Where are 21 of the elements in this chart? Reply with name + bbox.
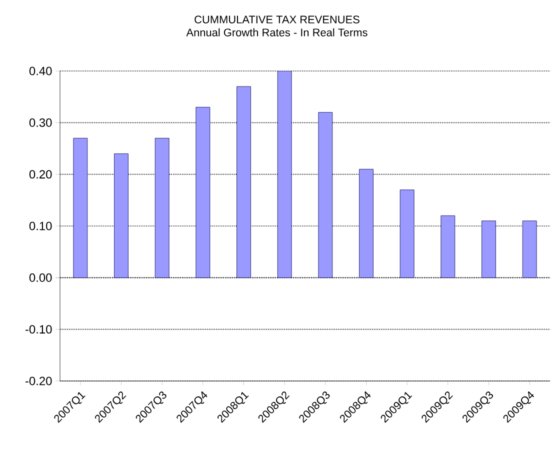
bar: [482, 220, 496, 278]
bar: [154, 138, 170, 278]
bar: [114, 153, 128, 278]
bar: [400, 190, 414, 278]
bar: [196, 106, 210, 278]
y-tick-label: 0.30: [29, 118, 52, 127]
bar: [318, 112, 333, 278]
bar: [236, 86, 251, 278]
y-tick-label: -0.20: [26, 376, 52, 386]
chart-title: CUMMULATIVE TAX REVENUES: [194, 16, 360, 24]
y-tick-label: 0.20: [29, 170, 52, 179]
y-tick-label: 0.00: [29, 273, 52, 282]
bar: [277, 70, 292, 278]
chart-subtitle: Annual Growth Rates - In Real Terms: [186, 28, 368, 36]
bar: [440, 215, 456, 278]
bar: [73, 138, 88, 278]
y-tick-label: -0.10: [26, 325, 52, 334]
bar: [522, 220, 537, 278]
y-tick-label: 0.40: [29, 66, 52, 76]
y-tick-label: 0.10: [29, 222, 52, 230]
bar: [359, 168, 374, 278]
